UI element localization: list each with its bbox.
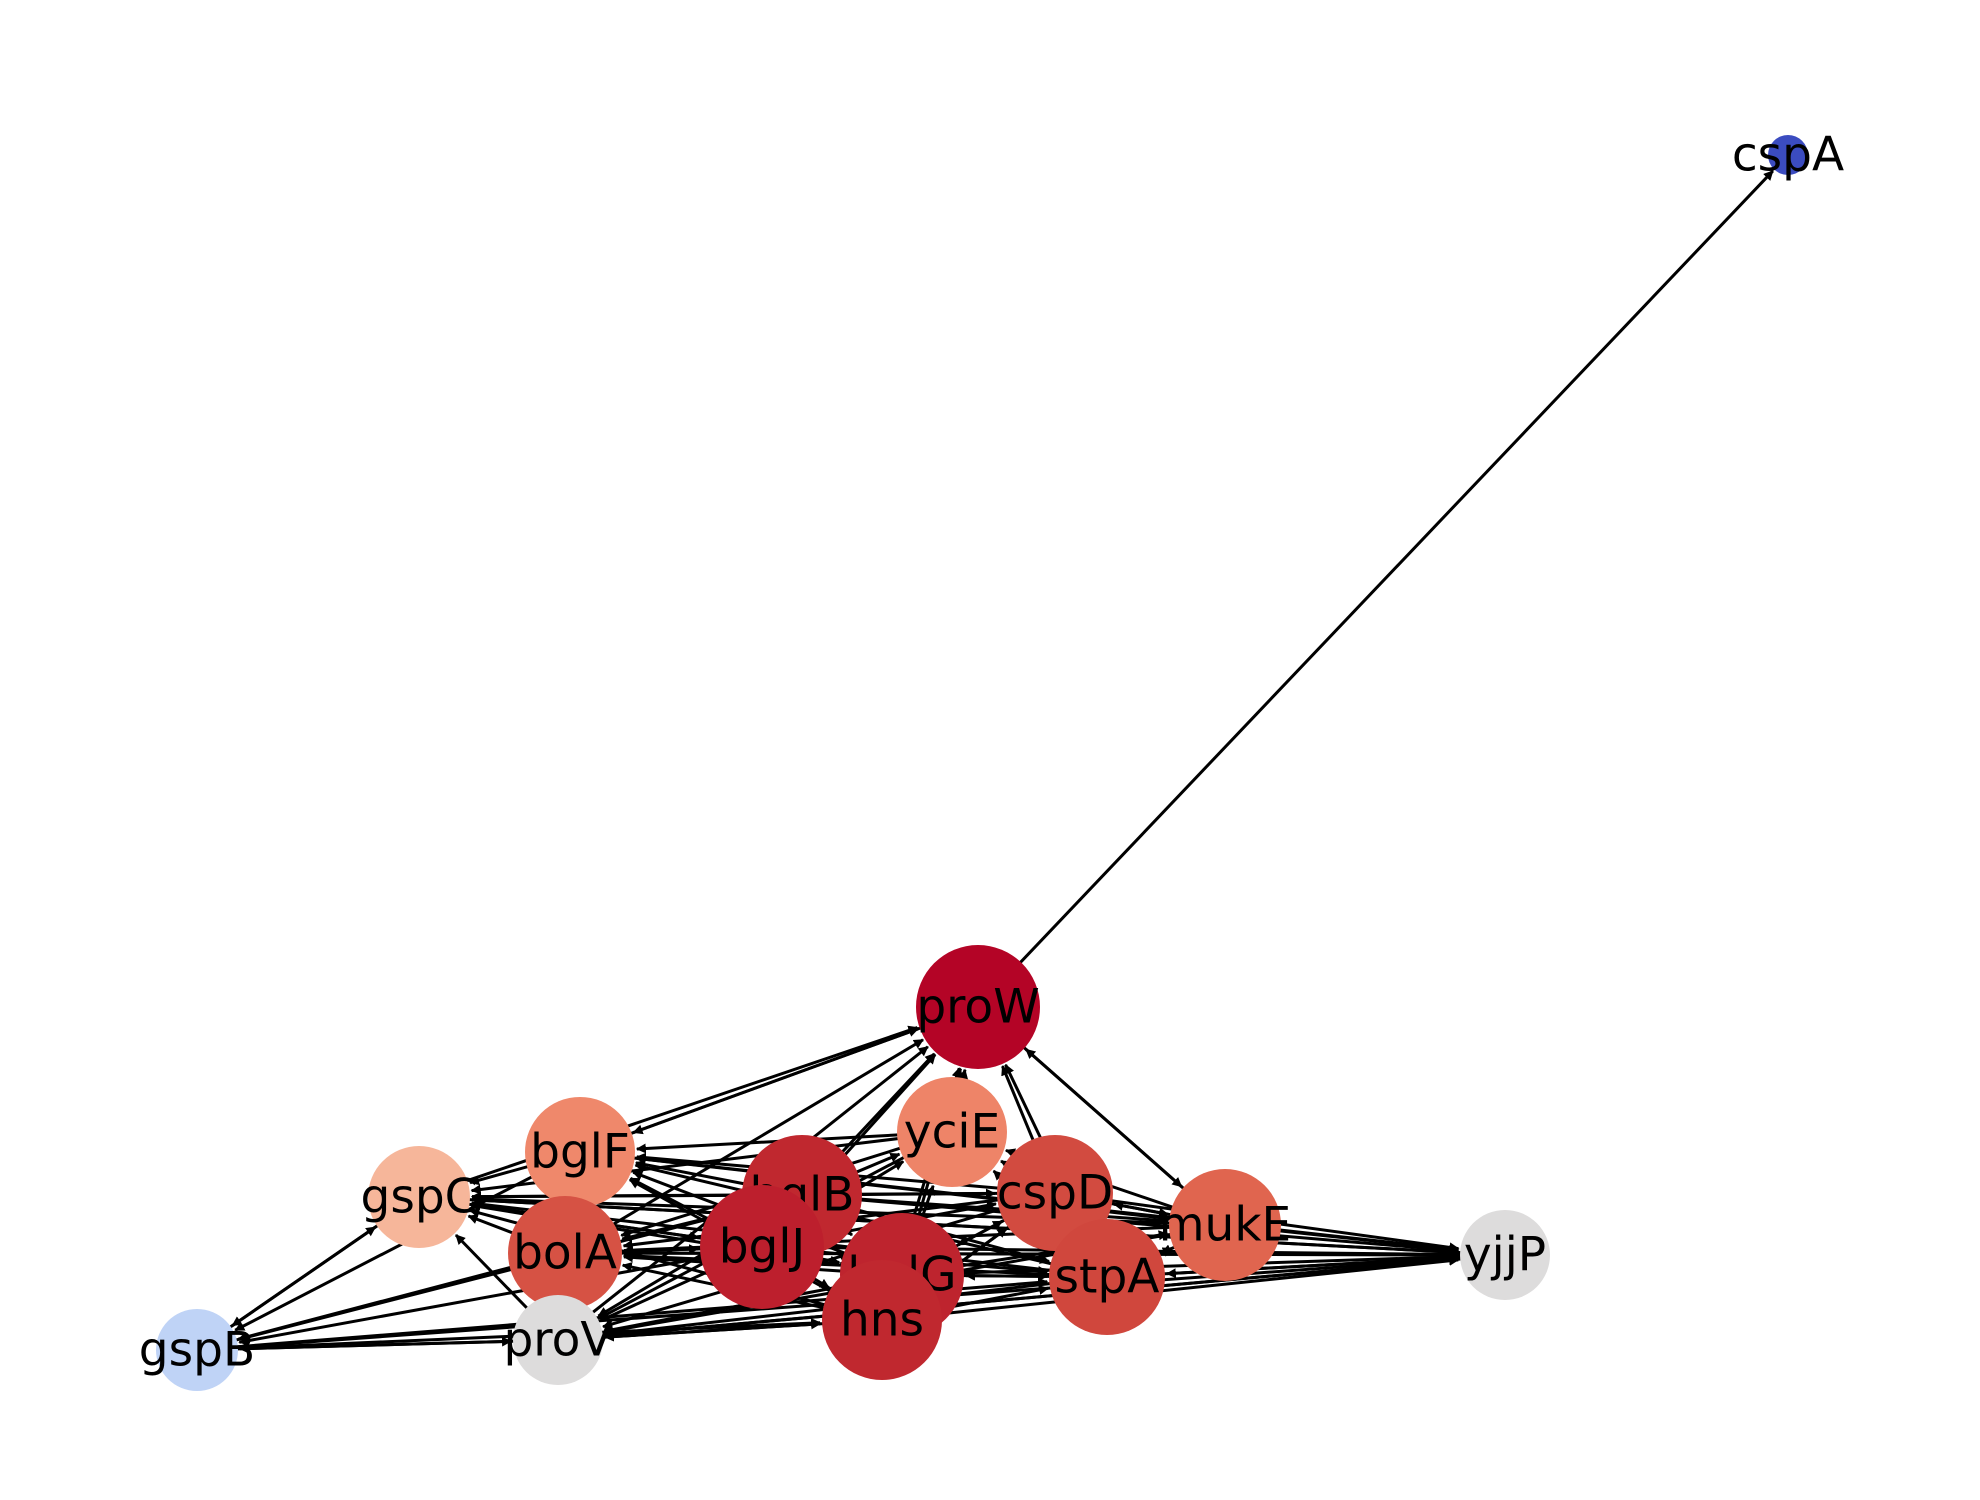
node-bolA: bolA: [508, 1196, 622, 1310]
node-circle-yciE: [897, 1077, 1007, 1187]
edge-proW-to-cspA: [1002, 169, 1774, 982]
node-circle-gspB: [156, 1309, 238, 1391]
node-label-proW: proW: [916, 980, 1039, 1035]
edge-gspB-to-gspC: [216, 1225, 377, 1338]
node-proV: proV: [503, 1295, 613, 1385]
node-gspC: gspC: [361, 1146, 478, 1248]
node-circle-bglJ: [700, 1185, 824, 1309]
edge-bolA-to-proW: [593, 1038, 924, 1237]
node-label-gspC: gspC: [361, 1170, 478, 1225]
node-circle-proW: [916, 945, 1040, 1069]
node-gspB: gspB: [139, 1309, 255, 1391]
node-cspA: cspA: [1732, 128, 1844, 183]
node-circle-cspD: [997, 1135, 1113, 1251]
node-label-mukE: mukE: [1159, 1198, 1292, 1253]
node-circle-stpA: [1049, 1219, 1165, 1335]
node-label-yciE: yciE: [904, 1105, 1000, 1160]
edge-bglF-to-gspB: [234, 1165, 552, 1332]
node-label-cspA: cspA: [1732, 128, 1844, 183]
edge-mukE-to-yjjP: [1258, 1227, 1460, 1255]
node-yciE: yciE: [897, 1077, 1007, 1187]
edge-proV-to-gspC: [454, 1233, 541, 1322]
node-circle-bglF: [525, 1097, 635, 1207]
node-circle-cspA: [1768, 135, 1808, 175]
edge-bglB-to-cspD: [837, 1188, 997, 1199]
node-label-bolA: bolA: [513, 1226, 617, 1281]
edge-proW-to-bglF: [632, 1018, 944, 1135]
node-label-gspB: gspB: [139, 1323, 255, 1378]
node-circle-proV: [513, 1295, 603, 1385]
node-circle-bolA: [508, 1196, 622, 1310]
node-label-bglF: bglF: [530, 1125, 630, 1180]
edge-proV-to-yjjP: [584, 1255, 1460, 1340]
node-proW: proW: [916, 945, 1040, 1069]
node-label-cspD: cspD: [997, 1166, 1113, 1221]
node-yjjP: yjjP: [1460, 1210, 1550, 1300]
node-label-proV: proV: [503, 1313, 612, 1368]
edge-bglB-to-yjjP: [837, 1196, 1460, 1256]
node-circle-mukE: [1169, 1169, 1281, 1281]
node-label-yjjP: yjjP: [1464, 1228, 1546, 1283]
node-bglF: bglF: [525, 1097, 635, 1207]
node-bglJ: bglJ: [700, 1185, 824, 1309]
edge-bglB-to-proW: [825, 1052, 936, 1170]
node-mukE: mukE: [1159, 1169, 1292, 1281]
edge-hns-to-yjjP: [917, 1255, 1460, 1318]
node-label-stpA: stpA: [1055, 1250, 1160, 1305]
node-cspD: cspD: [997, 1135, 1113, 1251]
edge-proW-to-mukE: [1004, 1030, 1183, 1188]
edge-proV-to-hns: [584, 1319, 822, 1340]
node-label-bglJ: bglJ: [719, 1220, 806, 1275]
node-stpA: stpA: [1049, 1219, 1165, 1335]
node-circle-gspC: [368, 1146, 470, 1248]
node-label-hns: hns: [840, 1293, 924, 1348]
node-circle-yjjP: [1460, 1210, 1550, 1300]
node-hns: hns: [822, 1260, 942, 1380]
edge-gspC-to-yjjP: [449, 1197, 1460, 1258]
node-circle-hns: [822, 1260, 942, 1380]
